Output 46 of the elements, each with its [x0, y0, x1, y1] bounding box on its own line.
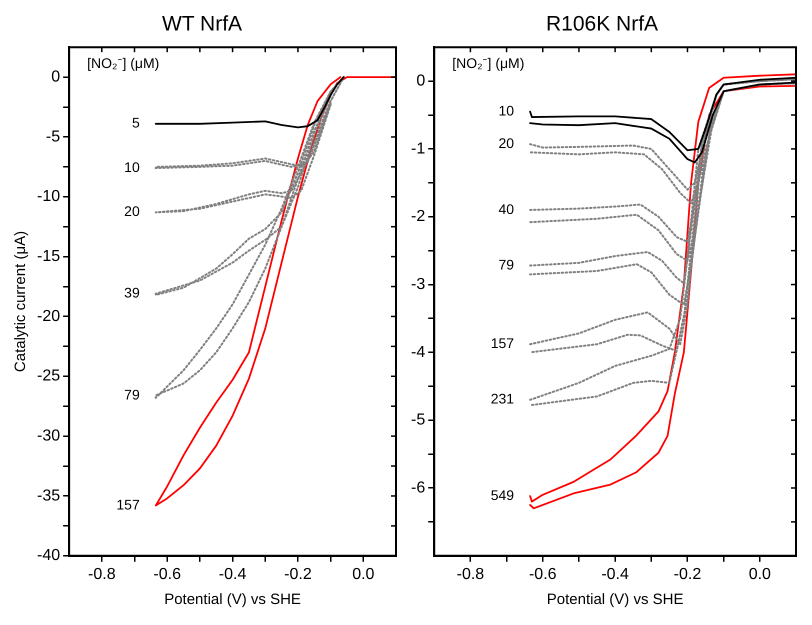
y-tick-label: -5 — [46, 128, 60, 146]
x-tick-label: -0.6 — [153, 566, 182, 583]
x-tick-label: -0.6 — [528, 566, 557, 583]
y-axis-title: Catalytic current (μA) — [12, 230, 30, 372]
x-tick-label: -0.4 — [601, 566, 629, 583]
y-tick-label: -35 — [37, 487, 60, 504]
chart-title: WT NrfA — [162, 12, 242, 36]
series-label: 40 — [498, 200, 514, 217]
series-label: 10 — [124, 158, 140, 175]
y-tick-label: -10 — [37, 188, 60, 206]
y-tick-label: -25 — [37, 368, 60, 385]
series-label: 5 — [132, 114, 140, 131]
x-tick-label: 0.0 — [352, 566, 375, 583]
y-tick-label: -30 — [37, 428, 60, 445]
y-tick-label: -2 — [410, 208, 426, 226]
legend-title: [NO₂⁻] (μM) — [452, 55, 524, 72]
series-label: 79 — [498, 256, 514, 272]
series-label: 20 — [498, 135, 514, 152]
series-label: 10 — [498, 102, 514, 118]
x-tick-label: -0.8 — [88, 566, 116, 583]
x-tick-label: -0.2 — [674, 566, 702, 583]
y-tick-label: 0 — [51, 68, 60, 86]
series-label: 39 — [124, 284, 140, 301]
x-tick-label: -0.2 — [284, 566, 312, 583]
x-axis-title: Potential (V) vs SHE — [546, 591, 684, 608]
y-tick-label: -40 — [37, 547, 60, 564]
x-axis-title: Potential (V) vs SHE — [164, 591, 301, 608]
x-tick-label: 0.0 — [748, 566, 772, 583]
series-label: 231 — [490, 390, 514, 407]
y-tick-label: -15 — [37, 248, 60, 266]
y-tick-label: -20 — [37, 308, 60, 325]
series-label: 157 — [116, 496, 140, 512]
y-tick-label: -5 — [410, 412, 426, 429]
y-tick-label: -3 — [410, 276, 426, 293]
series-label: 549 — [490, 486, 514, 503]
series-label: 20 — [124, 203, 140, 220]
y-tick-label: -4 — [410, 344, 426, 361]
y-tick-label: -6 — [410, 479, 426, 496]
legend-title: [NO₂⁻] (μM) — [87, 55, 160, 72]
series-label: 79 — [124, 386, 140, 402]
x-tick-label: -0.4 — [218, 566, 246, 583]
series-label: 157 — [490, 335, 514, 352]
y-tick-label: -1 — [410, 140, 426, 158]
chart-title: R106K NrfA — [546, 12, 658, 36]
y-tick-label: 0 — [416, 72, 426, 90]
x-tick-label: -0.8 — [456, 566, 484, 583]
